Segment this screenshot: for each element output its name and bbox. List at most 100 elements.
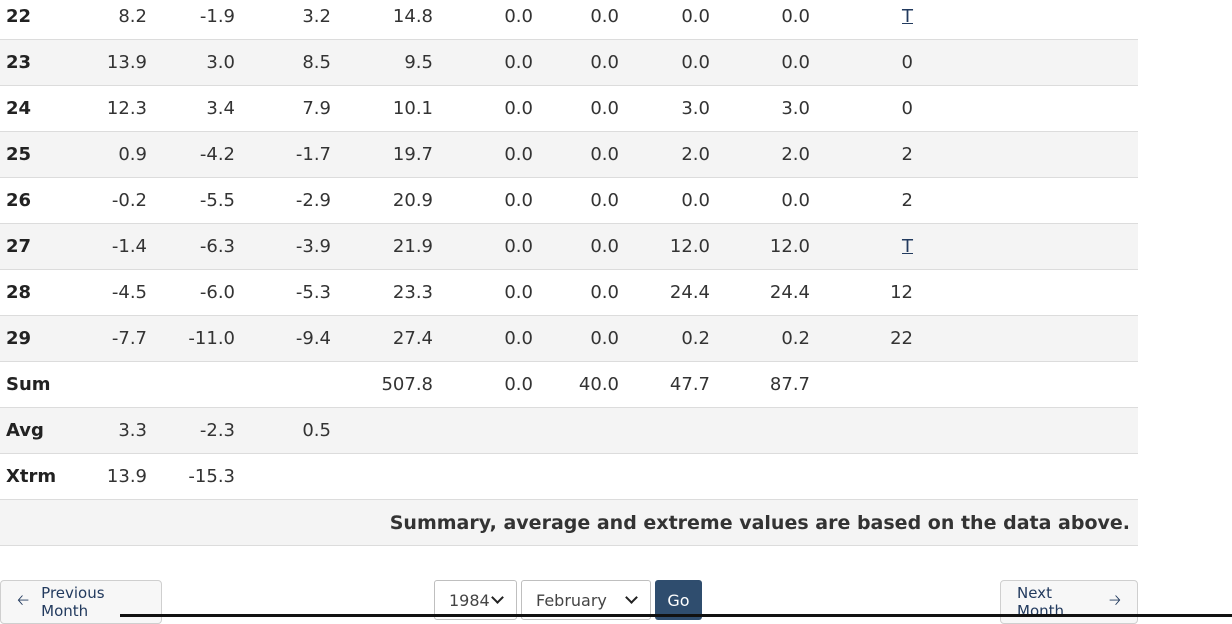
table-cell: 8.2 bbox=[60, 0, 147, 40]
table-cell: 0.0 bbox=[533, 0, 619, 40]
table-cell: 2 bbox=[810, 131, 913, 178]
table-cell: 0.0 bbox=[619, 39, 710, 86]
table-cell: 2.0 bbox=[710, 131, 810, 178]
arrow-left-icon: 🡠 bbox=[17, 590, 30, 609]
previous-month-button[interactable]: 🡠 Previous Month bbox=[0, 580, 162, 624]
table-cell bbox=[331, 407, 433, 454]
table-cell: -7.7 bbox=[60, 315, 147, 362]
table-cell bbox=[433, 453, 533, 500]
table-cell bbox=[810, 407, 913, 454]
table-cell: 0.0 bbox=[433, 223, 533, 270]
table-row: 25 0.9 -4.2 -1.7 19.7 0.0 0.0 2.0 2.0 2 bbox=[0, 131, 1138, 178]
table-cell: 20.9 bbox=[331, 177, 433, 224]
table-cell: -1.7 bbox=[235, 131, 331, 178]
table-cell: 12.3 bbox=[60, 85, 147, 132]
table-cell: 0 bbox=[810, 39, 913, 86]
table-row: 28 -4.5 -6.0 -5.3 23.3 0.0 0.0 24.4 24.4 12 bbox=[0, 269, 1138, 316]
table-cell-empty bbox=[913, 269, 1138, 316]
table-cell bbox=[433, 407, 533, 454]
table-cell: 2 bbox=[810, 177, 913, 224]
row-label: 22 bbox=[0, 0, 60, 40]
next-month-button[interactable]: Next Month 🡢 bbox=[1000, 580, 1138, 624]
table-cell: 0.0 bbox=[433, 315, 533, 362]
table-cell: 8.5 bbox=[235, 39, 331, 86]
table-cell: -3.9 bbox=[235, 223, 331, 270]
table-cell: -9.4 bbox=[235, 315, 331, 362]
table-cell: 87.7 bbox=[710, 361, 810, 408]
chevron-down-icon bbox=[491, 591, 504, 604]
go-button[interactable]: Go bbox=[655, 580, 702, 620]
table-cell: 0.0 bbox=[433, 39, 533, 86]
row-label: Sum bbox=[0, 361, 60, 408]
summary-note-row: Summary, average and extreme values are … bbox=[0, 499, 1138, 546]
table-cell: 507.8 bbox=[331, 361, 433, 408]
table-cell: 24.4 bbox=[619, 269, 710, 316]
bottom-divider bbox=[120, 614, 1232, 617]
trace-link[interactable]: T bbox=[902, 6, 913, 27]
table-cell: 3.0 bbox=[710, 85, 810, 132]
table-cell: -15.3 bbox=[147, 453, 235, 500]
table-cell-empty bbox=[913, 223, 1138, 270]
table-cell[interactable]: T bbox=[810, 223, 913, 270]
table-cell: 7.9 bbox=[235, 85, 331, 132]
table-cell bbox=[331, 453, 433, 500]
row-label: Xtrm bbox=[0, 453, 60, 500]
table-cell: 3.0 bbox=[147, 39, 235, 86]
table-cell: -5.3 bbox=[235, 269, 331, 316]
table-cell: 0.0 bbox=[433, 177, 533, 224]
table-cell: 0.0 bbox=[710, 177, 810, 224]
table-cell: 10.1 bbox=[331, 85, 433, 132]
table-cell: -6.0 bbox=[147, 269, 235, 316]
year-select-value: 1984 bbox=[449, 590, 490, 610]
table-cell: -11.0 bbox=[147, 315, 235, 362]
table-cell bbox=[619, 407, 710, 454]
table-cell: 3.3 bbox=[60, 407, 147, 454]
table-cell: 0.2 bbox=[710, 315, 810, 362]
table-cell: 0.0 bbox=[533, 177, 619, 224]
row-label: 29 bbox=[0, 315, 60, 362]
table-row: Sum 507.8 0.0 40.0 47.7 87.7 bbox=[0, 361, 1138, 408]
table-cell: 3.4 bbox=[147, 85, 235, 132]
table-row: 22 8.2 -1.9 3.2 14.8 0.0 0.0 0.0 0.0 T bbox=[0, 0, 1138, 40]
table-cell: 0.0 bbox=[533, 223, 619, 270]
table-cell: -5.5 bbox=[147, 177, 235, 224]
table-cell: 12.0 bbox=[710, 223, 810, 270]
table-cell bbox=[810, 361, 913, 408]
row-label: 28 bbox=[0, 269, 60, 316]
table-row: 29 -7.7 -11.0 -9.4 27.4 0.0 0.0 0.2 0.2 22 bbox=[0, 315, 1138, 362]
table-cell: 24.4 bbox=[710, 269, 810, 316]
table-cell: 22 bbox=[810, 315, 913, 362]
table-cell-empty bbox=[913, 0, 1138, 40]
table-cell: 0.0 bbox=[710, 0, 810, 40]
month-select[interactable]: February bbox=[521, 580, 651, 620]
table-cell: 0.0 bbox=[533, 315, 619, 362]
table-cell: 3.2 bbox=[235, 0, 331, 40]
table-cell-empty bbox=[913, 39, 1138, 86]
trace-link[interactable]: T bbox=[902, 236, 913, 257]
table-cell: 12.0 bbox=[619, 223, 710, 270]
table-cell bbox=[810, 453, 913, 500]
month-select-value: February bbox=[536, 590, 607, 610]
row-label: 24 bbox=[0, 85, 60, 132]
table-cell: 21.9 bbox=[331, 223, 433, 270]
row-label: 23 bbox=[0, 39, 60, 86]
table-cell: -4.2 bbox=[147, 131, 235, 178]
table-cell: 0.0 bbox=[433, 0, 533, 40]
table-cell: -4.5 bbox=[60, 269, 147, 316]
table-cell: 14.8 bbox=[331, 0, 433, 40]
table-cell bbox=[235, 361, 331, 408]
table-cell bbox=[710, 453, 810, 500]
table-cell: -1.9 bbox=[147, 0, 235, 40]
table-cell: 23.3 bbox=[331, 269, 433, 316]
daily-data-table: 22 8.2 -1.9 3.2 14.8 0.0 0.0 0.0 0.0 T 23 13.9 3.0 8.… bbox=[0, 0, 1138, 546]
table-cell: 3.0 bbox=[619, 85, 710, 132]
table-cell bbox=[619, 453, 710, 500]
table-cell: 0.0 bbox=[433, 85, 533, 132]
table-row: Avg 3.3 -2.3 0.5 bbox=[0, 407, 1138, 454]
year-select[interactable]: 1984 bbox=[434, 580, 517, 620]
table-cell: 27.4 bbox=[331, 315, 433, 362]
chevron-down-icon bbox=[625, 591, 638, 604]
table-cell: 0.0 bbox=[619, 177, 710, 224]
row-label: Avg bbox=[0, 407, 60, 454]
table-cell[interactable]: T bbox=[810, 0, 913, 40]
